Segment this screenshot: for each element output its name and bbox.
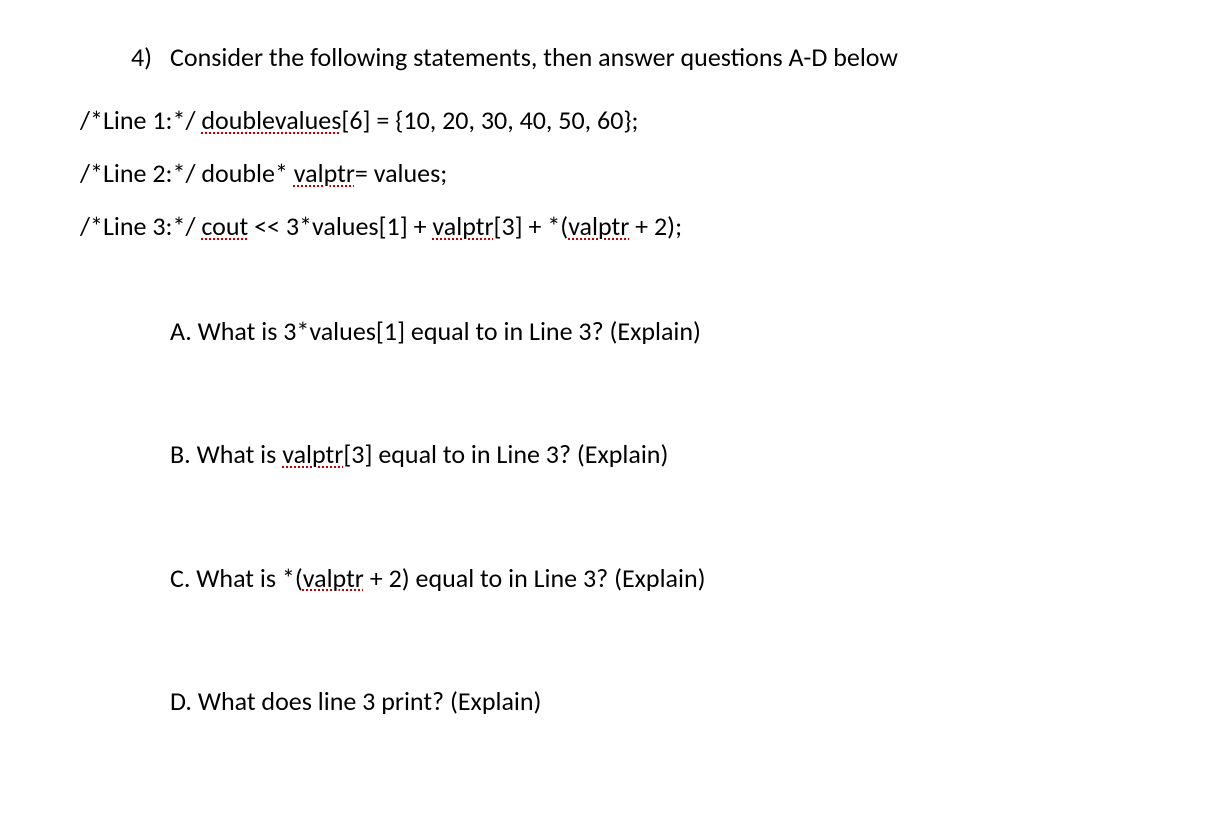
code-line-2-ident: valptr [294, 157, 355, 189]
sub-d-text: D. What does line 3 print? (Explain) [170, 685, 541, 717]
code-line-1-ident: doublevalues [201, 104, 341, 136]
code-line-3-word3: valptr [568, 210, 629, 242]
sub-c-word: valptr [303, 562, 364, 594]
code-line-3-prefix: /*Line 3:*/ [80, 210, 201, 242]
code-line-2: /*Line 2:*/ double* valptr= values; [80, 156, 1142, 191]
code-line-3-word2: valptr [432, 210, 493, 242]
sub-questions: A. What is 3*values[1] equal to in Line … [80, 314, 1142, 718]
code-line-1: /*Line 1:*/ doublevalues[6] = {10, 20, 3… [80, 103, 1142, 138]
sub-question-c: C. What is *(valptr + 2) equal to in Lin… [170, 561, 1142, 596]
question-prompt: Consider the following statements, then … [170, 41, 898, 73]
sub-b-post: [3] equal to in Line 3? (Explain) [343, 438, 668, 470]
sub-a-text: A. What is 3*values[1] equal to in Line … [170, 315, 701, 347]
sub-b-word: valptr [282, 438, 343, 470]
code-line-3: /*Line 3:*/ cout << 3*values[1] + valptr… [80, 209, 1142, 244]
code-line-1-rest: [6] = {10, 20, 30, 40, 50, 60}; [341, 104, 638, 136]
code-line-3-word1: cout [201, 210, 248, 242]
code-line-1-prefix: /*Line 1:*/ [80, 104, 201, 136]
code-line-3-text1: << 3*values[1] + [248, 210, 432, 242]
code-line-3-text2: [3] + *( [494, 210, 569, 242]
document-page: 4)Consider the following statements, the… [0, 0, 1222, 759]
question-heading: 4)Consider the following statements, the… [80, 40, 1142, 75]
question-number: 4) [80, 40, 170, 75]
sub-question-a: A. What is 3*values[1] equal to in Line … [170, 314, 1142, 349]
code-line-3-text3: + 2); [629, 210, 682, 242]
sub-c-pre: C. What is *( [170, 562, 303, 594]
sub-c-post: + 2) equal to in Line 3? (Explain) [364, 562, 706, 594]
code-line-2-rest: = values; [355, 157, 447, 189]
sub-b-pre: B. What is [170, 438, 282, 470]
sub-question-d: D. What does line 3 print? (Explain) [170, 684, 1142, 719]
code-line-2-prefix: /*Line 2:*/ double* [80, 157, 294, 189]
sub-question-b: B. What is valptr[3] equal to in Line 3?… [170, 437, 1142, 472]
